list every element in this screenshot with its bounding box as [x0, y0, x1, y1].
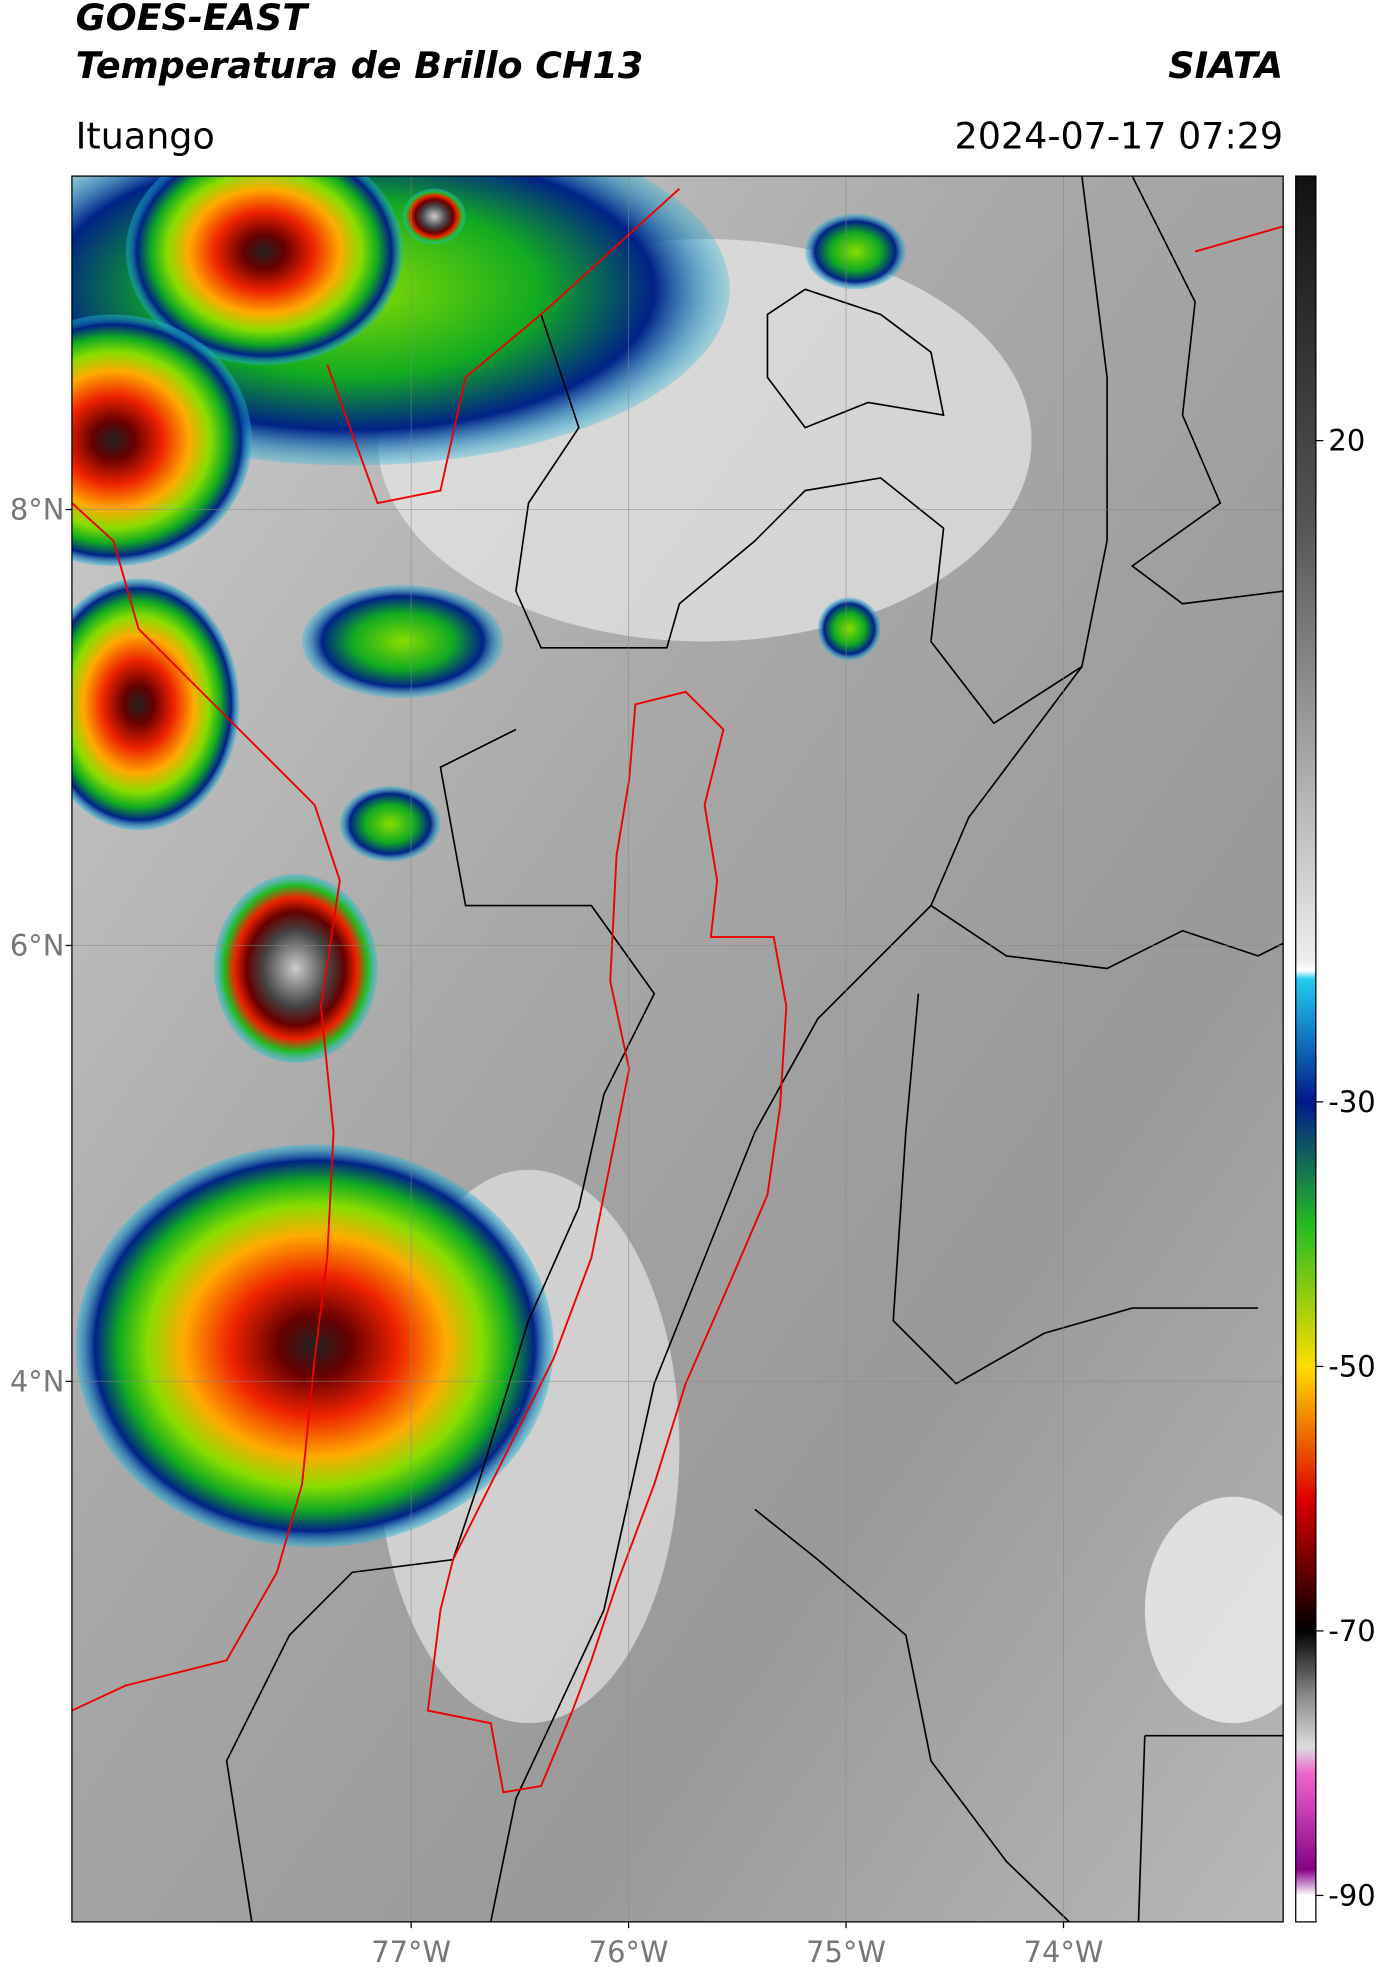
storm-cloud	[71, 314, 252, 566]
storm-cloud	[126, 176, 403, 365]
basin-outline	[71, 187, 1284, 1794]
lon-tick-label: 74°W	[1024, 1935, 1104, 1969]
storm-cloud	[214, 874, 378, 1063]
grid	[71, 176, 1284, 1922]
map-image	[71, 176, 1284, 1922]
title: GOES-EAST	[76, 0, 311, 39]
colorbar-tick-label: -70	[1328, 1614, 1375, 1648]
storm-cloud	[75, 1144, 554, 1548]
borders	[225, 176, 1284, 1922]
colorbar	[1295, 175, 1317, 1923]
region: Ituango	[76, 114, 215, 157]
lon-tick-label: 77°W	[371, 1935, 451, 1969]
brand: SIATA	[1168, 44, 1283, 87]
lon-tick-label: 75°W	[806, 1935, 886, 1969]
subtitle: Temperatura de Brillo CH13	[76, 44, 644, 87]
storm-cloud	[402, 188, 466, 245]
storm-cloud	[71, 578, 240, 831]
colorbar-tick-label: -30	[1328, 1085, 1375, 1119]
cloud-haze	[1144, 1496, 1284, 1724]
storm-cloud	[339, 786, 441, 862]
colorbar-tick-label: -90	[1328, 1878, 1375, 1912]
lat-tick-label: 4°N	[10, 1364, 64, 1398]
tick-labels: 8°N 6°N 4°N 77°W 76°W 75°W 74°W 20 -30 -50 -70 -90	[10, 424, 1376, 1969]
storm-cloud	[302, 584, 504, 699]
storm-cloud	[805, 213, 906, 290]
lat-tick-label: 8°N	[10, 493, 64, 527]
colorbar-tick-label: 20	[1328, 424, 1365, 458]
datetime: 2024-07-17 07:29	[955, 114, 1284, 157]
colorbar-tick-label: -50	[1328, 1349, 1375, 1383]
lon-tick-label: 76°W	[589, 1935, 669, 1969]
map-frame	[71, 175, 1284, 1923]
lat-tick-label: 6°N	[10, 929, 64, 963]
storm-cloud	[817, 597, 881, 661]
